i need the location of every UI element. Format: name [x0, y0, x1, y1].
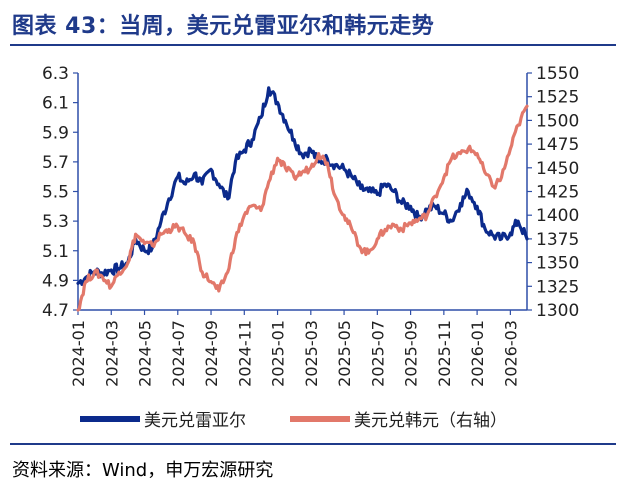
x-tick-label: 2024-09: [202, 320, 221, 387]
x-tick-label: 2025-01: [269, 320, 288, 387]
left-tick-label: 5.7: [42, 153, 69, 173]
right-tick-label: 1450: [536, 159, 579, 179]
left-tick-label: 5.1: [42, 242, 69, 262]
source-note: 资料来源：Wind，申万宏源研究: [12, 460, 274, 481]
right-tick-label: 1300: [536, 301, 579, 321]
x-tick-label: 2025-07: [368, 320, 387, 387]
legend-label-brl: 美元兑雷亚尔: [144, 411, 246, 431]
title-rule: [10, 44, 616, 46]
series-line-brl: [76, 86, 529, 286]
legend-item-krw: 美元兑韩元（右轴）: [290, 406, 507, 431]
legend-swatch-krw: [290, 415, 350, 422]
right-tick-label: 1350: [536, 254, 579, 274]
line-chart: 6.3 6.1 5.9 5.7 5.5 5.3 5.1 4.9 4.7 1550 1525 1500…: [42, 64, 579, 387]
x-tick-label: 2024-05: [136, 320, 155, 387]
left-tick-label: 6.1: [42, 94, 69, 114]
right-tick-label: 1400: [536, 206, 579, 226]
right-tick-label: 1550: [536, 64, 579, 84]
x-tick-label: 2024-01: [69, 320, 88, 387]
left-tick-label: 5.9: [42, 123, 69, 143]
x-tick-label: 2024-11: [235, 320, 254, 387]
x-tick-label: 2026-01: [468, 320, 487, 387]
x-tick-label: 2025-09: [402, 320, 421, 387]
left-tick-label: 5.3: [42, 212, 69, 232]
left-tick-label: 5.5: [42, 183, 69, 203]
left-tick-label: 4.9: [42, 271, 69, 291]
right-tick-label: 1375: [536, 230, 579, 250]
series-line-krw: [76, 104, 529, 312]
right-tick-label: 1525: [536, 88, 579, 108]
x-tick-label: 2024-03: [102, 320, 121, 387]
right-tick-label: 1325: [536, 277, 579, 297]
legend-item-brl: 美元兑雷亚尔: [80, 406, 246, 431]
right-tick-label: 1500: [536, 111, 579, 131]
x-tick-label: 2026-03: [501, 320, 520, 387]
left-tick-label: 6.3: [42, 64, 69, 84]
footer-rule: [10, 443, 616, 445]
x-tick-label: 2025-05: [335, 320, 354, 387]
legend-label-krw: 美元兑韩元（右轴）: [354, 411, 507, 431]
right-tick-label: 1425: [536, 183, 579, 203]
right-tick-label: 1475: [536, 135, 579, 155]
legend-swatch-brl: [80, 415, 140, 422]
x-tick-label: 2024-07: [169, 320, 188, 387]
chart-title: 图表 43：当周，美元兑雷亚尔和韩元走势: [12, 14, 435, 39]
x-tick-label: 2025-03: [302, 320, 321, 387]
x-tick-label: 2025-11: [435, 320, 454, 387]
legend: 美元兑雷亚尔 美元兑韩元（右轴）: [0, 406, 627, 432]
left-tick-label: 4.7: [42, 301, 69, 321]
